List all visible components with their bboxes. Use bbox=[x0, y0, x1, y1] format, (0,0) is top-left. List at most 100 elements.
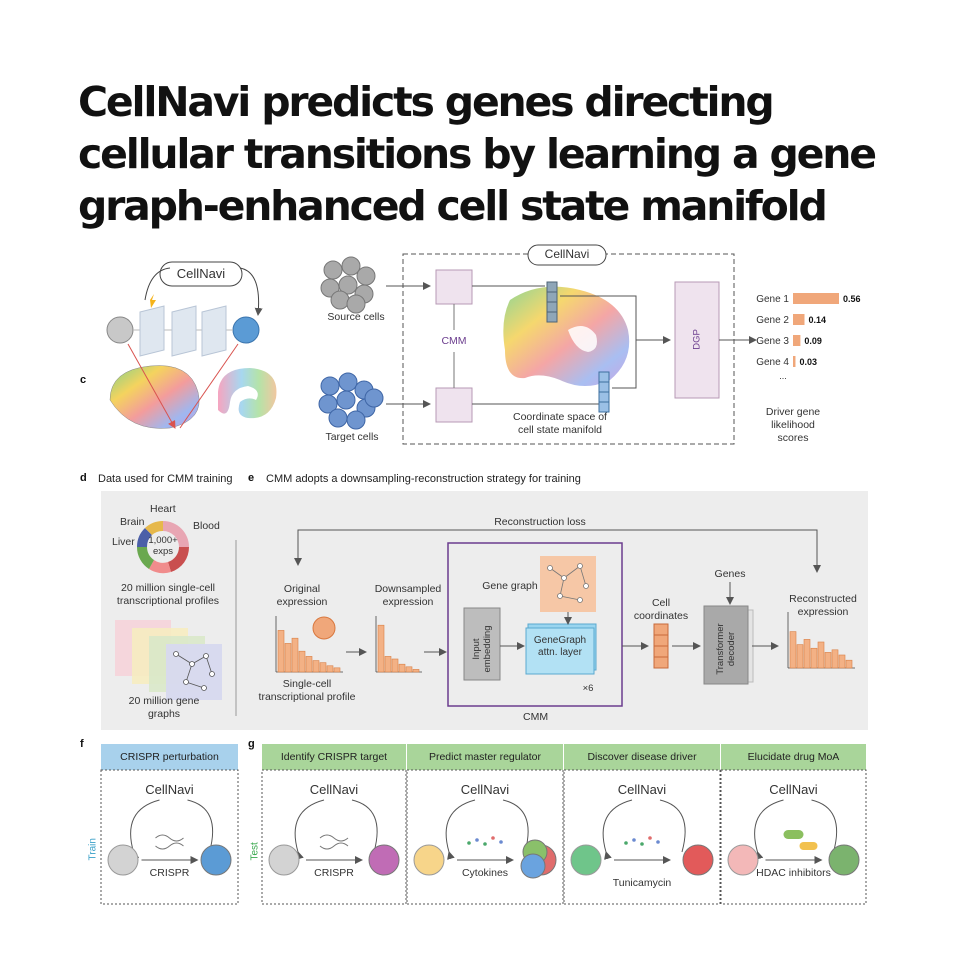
gene-label: Gene 4 bbox=[756, 357, 789, 368]
pill-icon bbox=[783, 830, 804, 839]
cellnavi-logo: CellNavi bbox=[460, 782, 510, 797]
expression-bar bbox=[305, 656, 313, 673]
panel-letter-c: c bbox=[80, 374, 87, 386]
gene-graph-label: Gene graph bbox=[482, 580, 538, 592]
gene-label: Gene 2 bbox=[756, 315, 789, 326]
genegraph-layer-label: GeneGraph attn. layer bbox=[533, 635, 587, 658]
treatment-label: CRISPR bbox=[149, 867, 190, 879]
cellnavi-dashed-frame bbox=[402, 253, 735, 445]
bar-value-label: 0.56 bbox=[843, 294, 861, 304]
task-box-header: Identify CRISPR target bbox=[280, 751, 388, 763]
cellnavi-logo: CellNavi bbox=[145, 782, 194, 797]
reconstructed-expression-bars bbox=[787, 612, 855, 669]
genes-label: Genes bbox=[714, 568, 746, 580]
genegraph-attn-layer bbox=[525, 627, 595, 675]
coordinate-vector-bottom bbox=[598, 371, 610, 413]
reconstruction-loss-label: Reconstruction loss bbox=[494, 516, 586, 528]
concept-graphic bbox=[106, 261, 277, 429]
cell-state-manifold bbox=[503, 286, 630, 386]
box-header-bg bbox=[564, 744, 720, 770]
cmm-label-top: CMM bbox=[441, 335, 467, 347]
expression-bar bbox=[298, 650, 306, 673]
logo-pill-left bbox=[159, 261, 243, 287]
organ-donut-chart bbox=[136, 520, 190, 574]
expression-bar bbox=[312, 660, 320, 673]
chart-ellipsis: ... bbox=[779, 371, 787, 381]
transformer-decoder-label: Transformer decoder bbox=[715, 623, 737, 675]
expression-bar bbox=[831, 649, 839, 669]
input-embedding-block bbox=[463, 607, 501, 681]
task-box-header: CRISPR perturbation bbox=[120, 751, 219, 763]
source-cell-icon bbox=[107, 844, 139, 876]
cellnavi-logo: CellNavi bbox=[769, 782, 818, 797]
task-box-frame bbox=[406, 769, 564, 905]
dgp-label: DGP bbox=[691, 329, 703, 350]
transformer-decoder-block bbox=[703, 605, 749, 685]
cmm-label-bottom: CMM bbox=[523, 711, 549, 723]
driver-bar bbox=[793, 293, 839, 304]
treatment-label: Tunicamycin bbox=[612, 877, 672, 889]
dna-icon bbox=[319, 834, 349, 850]
expression-bar bbox=[412, 669, 420, 673]
cmm-encoder-top bbox=[435, 269, 473, 305]
input-embedding-label: Input embedding bbox=[471, 625, 493, 673]
expression-bar bbox=[391, 658, 399, 673]
panel-e-heading: CMM adopts a downsampling-reconstruction… bbox=[266, 473, 581, 485]
expression-bar bbox=[796, 644, 804, 669]
dgp-module bbox=[674, 281, 720, 399]
panel-letter-e: e bbox=[248, 472, 255, 484]
cell-icon-expression bbox=[312, 616, 336, 640]
target-cell-icon bbox=[682, 844, 714, 876]
donut-center-label: 1,000+ exps bbox=[148, 535, 178, 557]
times-six-label: ×6 bbox=[582, 683, 594, 694]
treatment-label: HDAC inhibitors bbox=[756, 867, 831, 879]
expression-bar bbox=[838, 654, 846, 669]
expression-bar bbox=[824, 652, 832, 669]
source-cell-icon bbox=[268, 844, 300, 876]
expression-bar bbox=[803, 639, 811, 669]
treatment-label: CRISPR bbox=[314, 867, 354, 879]
task-box-header: Predict master regulator bbox=[428, 751, 542, 763]
task-box-header: Elucidate drug MoA bbox=[747, 751, 840, 763]
organ-liver: Liver bbox=[112, 536, 135, 548]
panel-letter-f: f bbox=[80, 738, 84, 750]
organ-brain: Brain bbox=[120, 516, 145, 528]
source-cell-icon bbox=[106, 316, 134, 344]
task-box-frame bbox=[563, 769, 721, 905]
source-cell-icon bbox=[570, 844, 602, 876]
cellnavi-logo: CellNavi bbox=[617, 782, 667, 797]
panel-d-heading: Data used for CMM training bbox=[98, 473, 233, 485]
bar-value-label: 0.14 bbox=[809, 315, 827, 325]
expression-bar bbox=[817, 641, 825, 669]
panel-letter-g: g bbox=[248, 738, 255, 750]
expression-bar bbox=[291, 637, 299, 673]
cmm-box bbox=[447, 542, 623, 707]
gene-graphs-label: 20 million gene graphs bbox=[128, 695, 200, 720]
original-expression-bars bbox=[275, 616, 343, 673]
driver-gene-chart: Gene 1 0.56 Gene 2 0.14 Gene 3 0.09 Gene 4 0.03 bbox=[756, 293, 861, 368]
train-side-label: Train bbox=[87, 838, 99, 861]
task-box-frame bbox=[261, 769, 407, 905]
driver-scores-caption: Driver gene likelihood scores bbox=[765, 406, 821, 444]
target-cell-icon bbox=[200, 844, 232, 876]
dna-icon bbox=[155, 834, 184, 850]
downsampled-expression-bars bbox=[375, 616, 422, 673]
test-side-label: Test bbox=[249, 842, 261, 861]
driver-bar bbox=[793, 356, 796, 367]
treatment-label: Cytokines bbox=[461, 867, 509, 879]
expression-bar bbox=[284, 643, 292, 673]
manifold-3d-right bbox=[218, 368, 277, 419]
box-header-bg bbox=[407, 744, 563, 770]
expression-bar bbox=[845, 659, 853, 669]
logo-pill-top bbox=[527, 244, 607, 266]
expression-bar bbox=[398, 663, 406, 673]
expression-bar bbox=[377, 624, 385, 673]
source-cells-label: Source cells bbox=[327, 311, 385, 323]
driver-bar bbox=[793, 335, 801, 346]
gene-graph-network-icon bbox=[547, 563, 589, 603]
logo-top: CellNavi bbox=[544, 247, 590, 261]
expression-bar bbox=[277, 630, 285, 673]
cell-coordinates-vector bbox=[653, 623, 669, 669]
expression-bar bbox=[319, 662, 327, 673]
